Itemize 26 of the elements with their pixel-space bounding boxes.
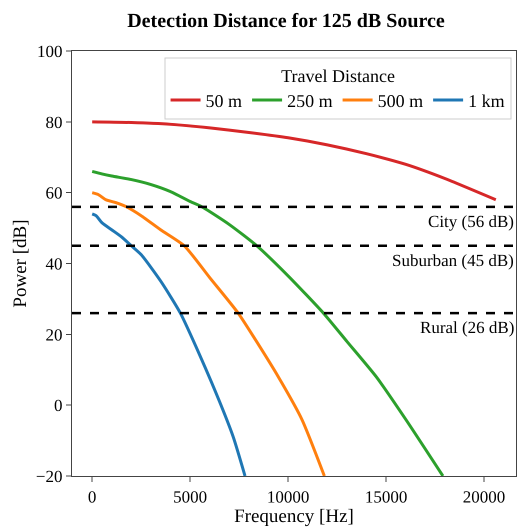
y-axis-title: Power [dB] (10, 219, 31, 308)
line-series (90, 120, 498, 202)
legend-label: 1 km (468, 90, 505, 111)
y-tick-label: −20 (36, 466, 62, 486)
chart-title: Detection Distance for 125 dB Source (127, 10, 445, 32)
x-tick-label: 20000 (462, 488, 506, 506)
legend-label: 250 m (287, 90, 333, 111)
legend-title: Travel Distance (281, 66, 395, 86)
y-tick-label: 0 (54, 396, 62, 416)
y-tick-label: 20 (46, 325, 62, 344)
ref-line-label: City (56 dB) (428, 212, 514, 231)
legend-label: 500 m (378, 90, 424, 111)
y-tick-label: 40 (46, 254, 62, 274)
x-tick-label: 0 (88, 488, 96, 506)
x-tick-label: 15000 (364, 488, 408, 506)
line-series (90, 212, 247, 476)
x-tick-label: 10000 (266, 488, 310, 506)
legend-label: 50 m (206, 90, 242, 111)
y-tick-label: 100 (37, 42, 62, 61)
ref-line-label: Rural (26 dB) (420, 318, 514, 337)
y-tick-label: 60 (46, 184, 62, 203)
line-series (90, 191, 326, 476)
x-axis-title: Frequency [Hz] (234, 506, 354, 527)
x-tick-label: 5000 (173, 488, 208, 506)
ref-line-label: Suburban (45 dB) (392, 251, 514, 270)
y-tick-label: 80 (46, 112, 62, 132)
